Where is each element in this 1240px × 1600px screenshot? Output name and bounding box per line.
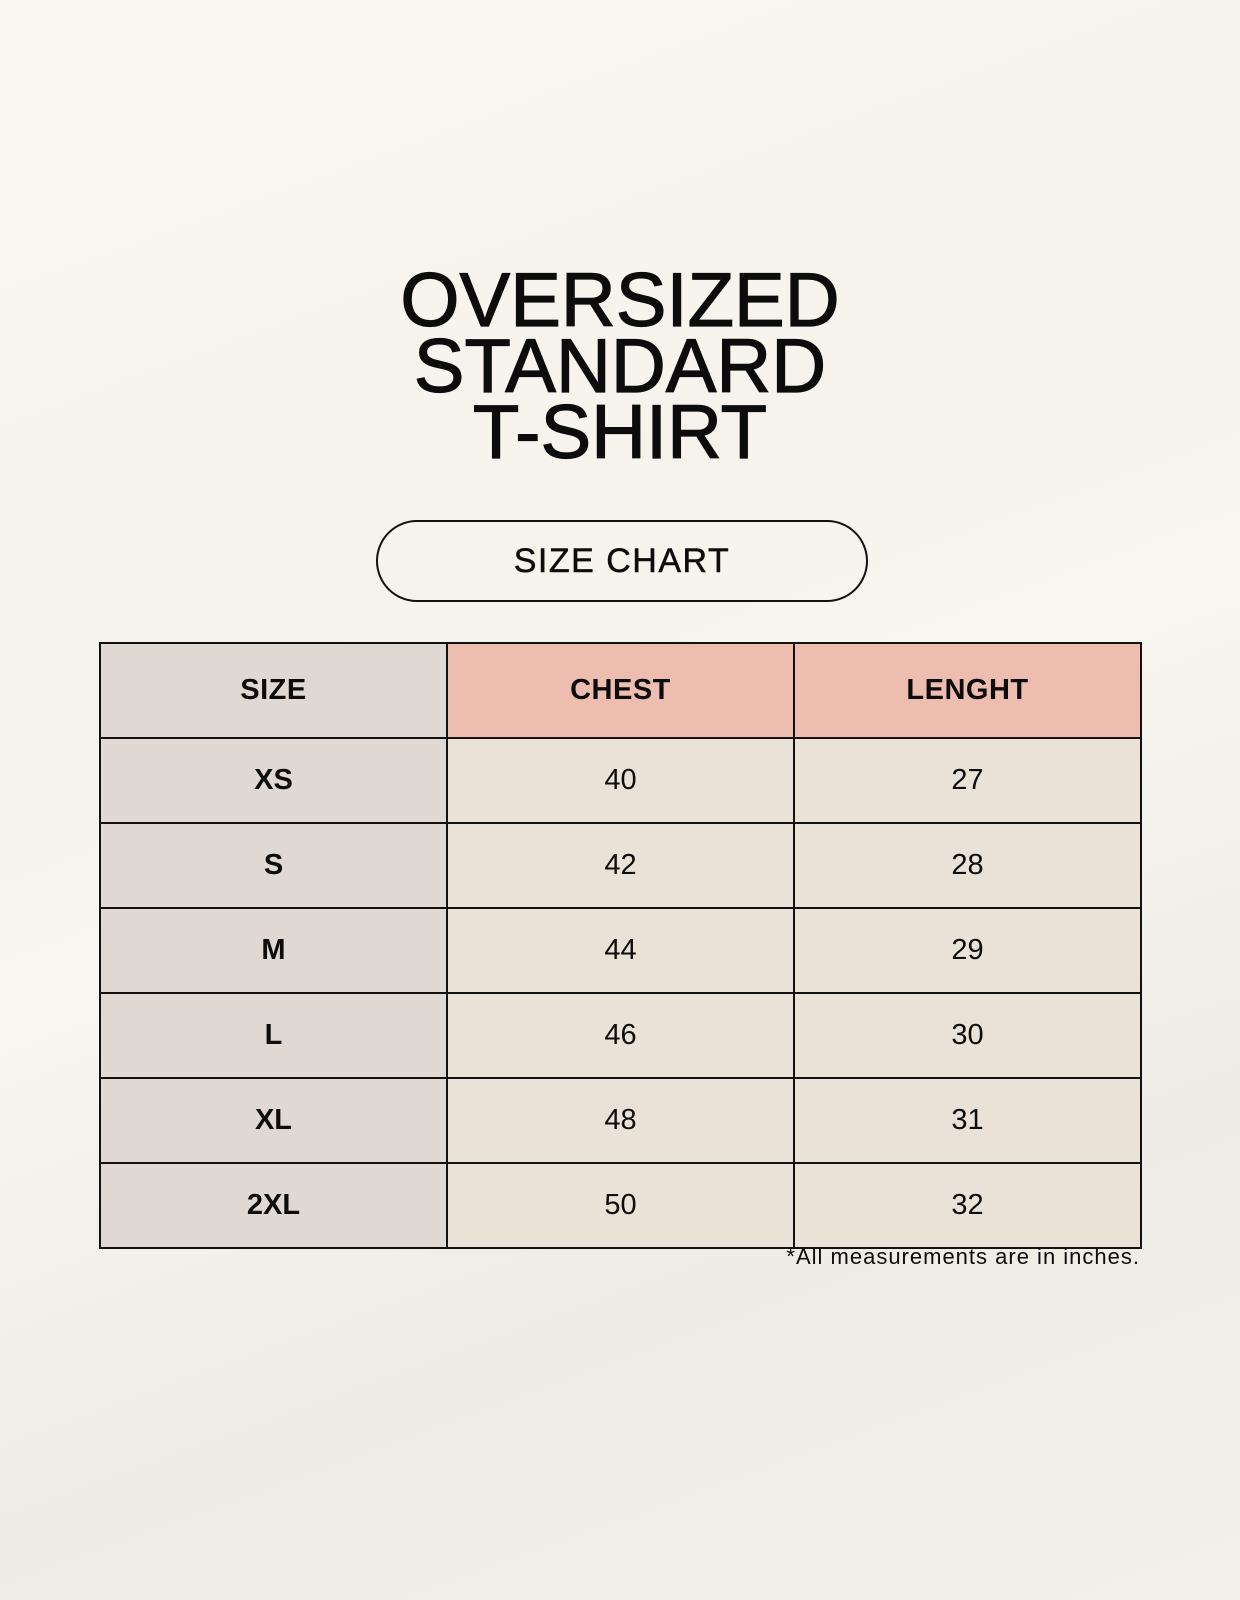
title-line: T-SHIRT (472, 390, 768, 475)
header-size: SIZE (99, 642, 448, 739)
cell-size: 2XL (99, 1162, 448, 1249)
table-header-row: SIZE CHEST LENGHT (99, 642, 1142, 739)
cell-chest: 50 (446, 1162, 795, 1249)
page-title: OVERSIZED STANDARD T-SHIRT (0, 258, 1240, 475)
cell-length: 29 (793, 907, 1142, 994)
cell-chest: 42 (446, 822, 795, 909)
header-length: LENGHT (793, 642, 1142, 739)
table-row: M 44 29 (99, 907, 1142, 994)
table-row: XL 48 31 (99, 1077, 1142, 1164)
cell-chest: 44 (446, 907, 795, 994)
cell-chest: 48 (446, 1077, 795, 1164)
cell-length: 31 (793, 1077, 1142, 1164)
table-row: L 46 30 (99, 992, 1142, 1079)
size-chart-badge: SIZE CHART (376, 520, 868, 602)
cell-size: S (99, 822, 448, 909)
size-table: SIZE CHEST LENGHT XS 40 27 S 42 28 M 44 29 L 46 30 X… (99, 642, 1142, 1249)
cell-length: 28 (793, 822, 1142, 909)
cell-chest: 40 (446, 737, 795, 824)
cell-size: L (99, 992, 448, 1079)
cell-size: XS (99, 737, 448, 824)
cell-length: 27 (793, 737, 1142, 824)
table-row: XS 40 27 (99, 737, 1142, 824)
measurement-note: *All measurements are in inches. (786, 1244, 1140, 1269)
cell-size: XL (99, 1077, 448, 1164)
title-line: STANDARD (413, 324, 827, 409)
cell-length: 30 (793, 992, 1142, 1079)
cell-chest: 46 (446, 992, 795, 1079)
cell-length: 32 (793, 1162, 1142, 1249)
table-row: S 42 28 (99, 822, 1142, 909)
title-line: OVERSIZED (400, 258, 840, 343)
table-row: 2XL 50 32 (99, 1162, 1142, 1249)
cell-size: M (99, 907, 448, 994)
header-chest: CHEST (446, 642, 795, 739)
